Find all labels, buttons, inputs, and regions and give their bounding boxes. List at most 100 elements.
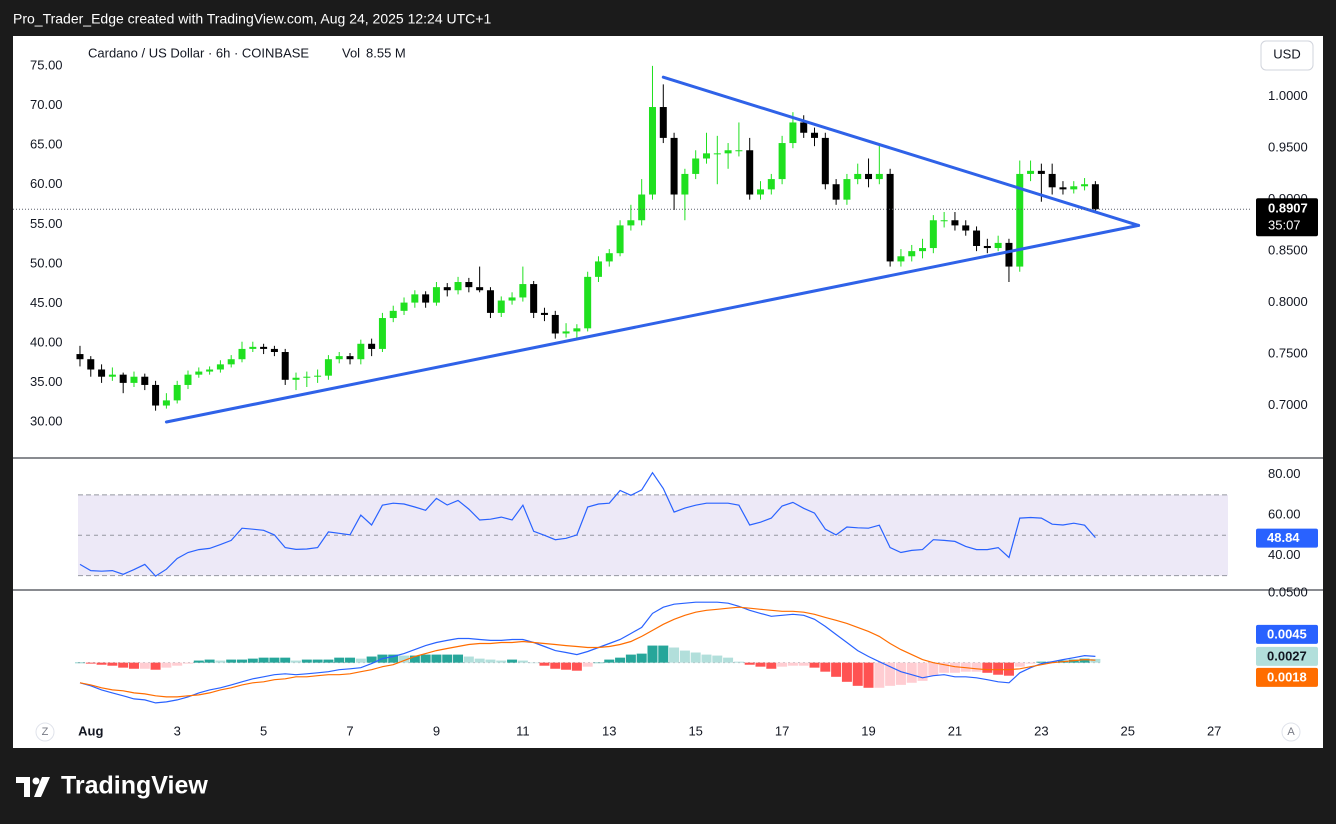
candle-body xyxy=(368,343,376,349)
histogram-bar xyxy=(118,662,129,668)
histogram-bar xyxy=(841,662,852,682)
candle-body xyxy=(627,220,635,226)
candle-body xyxy=(659,107,667,138)
histogram-bar xyxy=(507,659,518,663)
histogram-bar xyxy=(172,662,183,666)
candle-body xyxy=(562,331,570,334)
histogram-bar xyxy=(744,662,755,665)
histogram-bar xyxy=(820,662,831,672)
y-tick-label: 50.00 xyxy=(30,255,63,270)
y-tick-label: 0.0500 xyxy=(1268,585,1308,600)
histogram-bar xyxy=(496,660,507,663)
chart-area xyxy=(13,36,1323,748)
candle-body xyxy=(476,287,484,291)
candle-body xyxy=(1016,173,1024,267)
histogram-bar xyxy=(939,662,950,673)
histogram-bar xyxy=(334,657,345,663)
histogram-bar xyxy=(96,662,107,665)
candle-body xyxy=(821,137,829,185)
histogram-bar xyxy=(679,650,690,663)
histogram-bar xyxy=(766,662,777,669)
candle-body xyxy=(87,359,95,370)
histogram-bar xyxy=(852,662,863,686)
y-tick-label: 60.00 xyxy=(1268,507,1301,522)
x-tick-label: 27 xyxy=(1207,723,1221,738)
zoom-label[interactable]: Z xyxy=(42,726,49,738)
histogram-bar xyxy=(1090,658,1101,663)
histogram-bar xyxy=(874,662,885,688)
y-tick-label: 80.00 xyxy=(1268,466,1301,481)
auto-button[interactable] xyxy=(1281,722,1301,742)
histogram-bar xyxy=(690,652,701,663)
x-tick-label: 25 xyxy=(1121,723,1135,738)
candle-body xyxy=(1091,184,1099,210)
candle-body xyxy=(281,352,289,380)
histogram-bar xyxy=(895,662,906,685)
histogram-bar xyxy=(906,662,917,683)
x-tick-label: 5 xyxy=(260,723,267,738)
histogram-bar xyxy=(615,657,626,663)
candle-body xyxy=(929,220,937,249)
candle-body xyxy=(865,173,873,180)
y-tick-label: 40.00 xyxy=(1268,547,1301,562)
candle-body xyxy=(292,377,300,380)
candle-body xyxy=(540,312,548,315)
histogram-bar xyxy=(669,647,680,663)
histogram-bar xyxy=(863,662,874,688)
auto-label[interactable]: A xyxy=(1287,726,1295,738)
currency-button[interactable] xyxy=(1260,40,1314,71)
histogram-bar xyxy=(85,662,96,664)
currency-label[interactable]: USD xyxy=(1273,46,1300,61)
histogram-bar xyxy=(280,657,291,663)
trendline xyxy=(164,223,1141,424)
y-tick-label: 45.00 xyxy=(30,295,63,310)
histogram-bar xyxy=(161,662,172,668)
histogram-bar xyxy=(301,659,312,663)
y-tick-label: 40.00 xyxy=(30,334,63,349)
y-tick-label: 0.8500 xyxy=(1268,243,1308,258)
macd-tag: 0.0045 xyxy=(1267,626,1307,641)
histogram-bar xyxy=(399,655,410,663)
y-tick-label: 0.8000 xyxy=(1268,294,1308,309)
zoom-button[interactable] xyxy=(35,722,55,742)
candle-body xyxy=(919,248,927,252)
histogram-bar xyxy=(755,662,766,667)
histogram-bar xyxy=(247,658,258,663)
candle-body xyxy=(357,343,365,360)
candle-body xyxy=(670,137,678,195)
x-tick-label: 15 xyxy=(688,723,702,738)
candle-body xyxy=(832,184,840,200)
candle-body xyxy=(605,253,613,262)
x-tick-label: 7 xyxy=(346,723,353,738)
candle-body xyxy=(551,314,559,334)
candle-body xyxy=(216,364,224,370)
candle-body xyxy=(594,261,602,277)
histogram-bar xyxy=(355,658,366,663)
candle-body xyxy=(648,107,656,195)
candle-body xyxy=(497,300,505,313)
candle-body xyxy=(1048,173,1056,188)
histogram-bar xyxy=(345,657,356,663)
x-tick-label: 13 xyxy=(602,723,616,738)
candle-body xyxy=(875,173,883,180)
histogram-tag-bg xyxy=(1256,646,1318,666)
candle-body xyxy=(811,132,819,138)
price-tag-bg xyxy=(1256,198,1318,237)
histogram-bar xyxy=(258,657,269,663)
candle-body xyxy=(638,194,646,221)
candle-body xyxy=(1005,242,1013,267)
macd-tag-bg xyxy=(1256,624,1318,644)
candle-body xyxy=(843,179,851,200)
histogram-bar xyxy=(636,653,647,663)
x-tick-label: 21 xyxy=(948,723,962,738)
candle-body xyxy=(1081,184,1089,187)
histogram-bar xyxy=(625,654,636,663)
candle-body xyxy=(789,122,797,144)
histogram-bar xyxy=(1079,658,1090,663)
histogram-bar xyxy=(733,661,744,663)
candle-body xyxy=(152,384,160,406)
price-tag: 0.8907 xyxy=(1268,201,1308,216)
candle-body xyxy=(206,369,214,372)
rsi-line xyxy=(79,471,1096,577)
histogram-bar xyxy=(139,662,150,669)
